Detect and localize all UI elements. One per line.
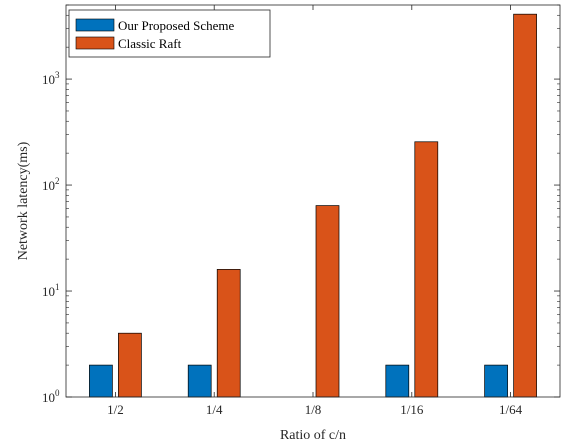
bar-our-proposed-scheme-1-2 (89, 364, 113, 398)
x-tick-label: 1/2 (107, 402, 124, 417)
legend: Our Proposed Scheme Classic Raft (68, 9, 271, 58)
x-axis-ticks: 1/2 1/4 1/8 1/16 1/64 (107, 5, 523, 417)
bars-layer (89, 13, 537, 398)
y-tick-label: 100 (42, 388, 60, 405)
bar-our-proposed-scheme-1-64 (484, 364, 508, 398)
bar-classic-raft-1-2 (118, 332, 142, 398)
x-tick-label: 1/4 (206, 402, 223, 417)
legend-swatch-classic-raft (75, 36, 115, 50)
bar-classic-raft-1-64 (513, 13, 537, 398)
bar-classic-raft-1-8 (315, 205, 340, 398)
bar-classic-raft-1-16 (414, 141, 439, 398)
x-tick-label: 1/64 (499, 402, 523, 417)
bar-our-proposed-scheme-1-16 (385, 364, 410, 398)
bar-our-proposed-scheme-1-4 (187, 364, 212, 398)
legend-label-classic-raft: Classic Raft (118, 36, 182, 51)
y-tick-label: 102 (42, 176, 60, 193)
x-tick-label: 1/16 (400, 402, 424, 417)
x-tick-label: 1/8 (305, 402, 322, 417)
y-tick-label: 101 (42, 282, 60, 299)
legend-label-our-proposed-scheme: Our Proposed Scheme (118, 18, 234, 33)
y-axis-label: Network latency(ms) (16, 141, 31, 260)
y-tick-label: 103 (42, 70, 60, 87)
x-axis-label: Ratio of c/n (280, 428, 346, 443)
legend-swatch-our-proposed-scheme (75, 18, 115, 32)
bar-classic-raft-1-4 (216, 269, 241, 398)
